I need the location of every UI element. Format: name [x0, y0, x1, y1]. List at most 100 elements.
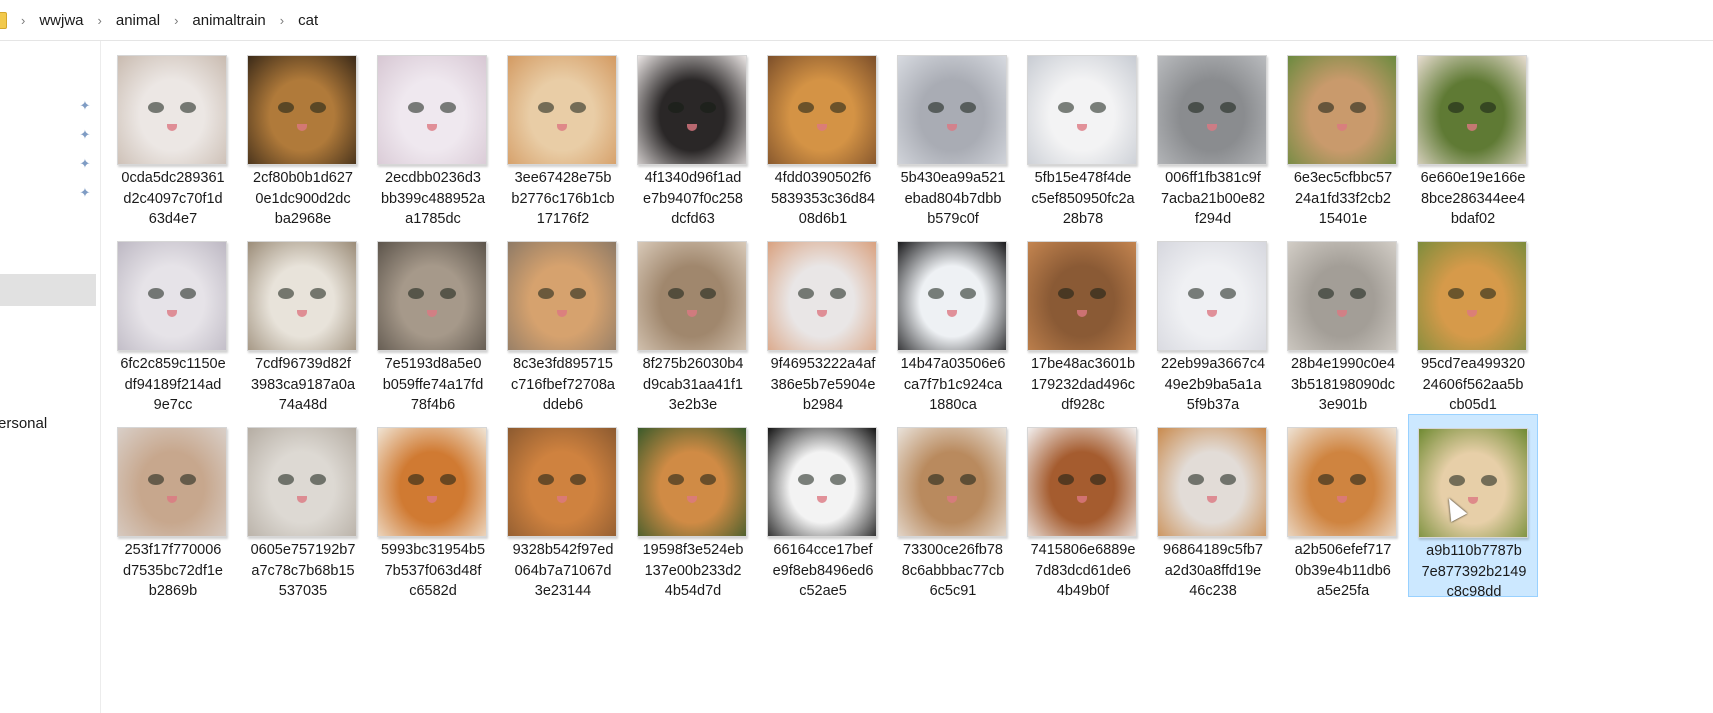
file-item[interactable]: 7e5193d8a5e0 b059ffe74a17fd 78f4b6	[368, 228, 498, 413]
pin-icon[interactable]: ✦	[79, 98, 91, 113]
breadcrumb-item-animaltrain[interactable]: animaltrain	[192, 11, 266, 29]
image-thumbnail[interactable]	[1027, 55, 1137, 165]
file-item[interactable]: 28b4e1990c0e4 3b518198090dc 3e901b	[1278, 228, 1408, 413]
breadcrumb-item-animal[interactable]: animal	[115, 11, 161, 29]
cat-face-shape	[687, 124, 697, 131]
file-item[interactable]: 14b47a03506e6 ca7f7b1c924ca 1880ca	[888, 228, 1018, 413]
file-item[interactable]: 0cda5dc289361 d2c4097c70f1d 63d4e7	[108, 42, 238, 227]
file-grid[interactable]: 0cda5dc289361 d2c4097c70f1d 63d4e7 2cf80b0b…	[117, 47, 1700, 687]
file-name-line: 4b49b0f	[1056, 583, 1110, 599]
image-thumbnail[interactable]	[117, 241, 227, 351]
image-thumbnail[interactable]	[1287, 427, 1397, 537]
image-thumbnail[interactable]	[1417, 241, 1527, 351]
file-item[interactable]: 6e660e19e166e 8bce286344ee4 bdaf02	[1408, 42, 1538, 227]
file-name: 7415806e6889e 7d83dcd61de6 4b49b0f	[1018, 540, 1148, 602]
file-item[interactable]: 6fc2c859c1150e df94189f214ad 9e7cc	[108, 228, 238, 413]
pin-icon[interactable]: ✦	[79, 156, 91, 171]
file-item[interactable]: 9328b542f97ed 064b7a71067d 3e23144	[498, 414, 628, 599]
file-item[interactable]: 8c3e3fd895715 c716fbef72708a ddeb6	[498, 228, 628, 413]
image-thumbnail[interactable]	[897, 427, 1007, 537]
file-item[interactable]: 0605e757192b7 a7c78c7b68b15 537035	[238, 414, 368, 599]
image-thumbnail[interactable]	[1157, 55, 1267, 165]
file-item[interactable]: 96864189c5fb7 a2d30a8ffd19e 46c238	[1148, 414, 1278, 599]
cat-face-shape	[278, 288, 294, 299]
file-item[interactable]: 17be48ac3601b 179232dad496c df928c	[1018, 228, 1148, 413]
image-thumbnail[interactable]	[1157, 241, 1267, 351]
file-item[interactable]: 4f1340d96f1ad e7b9407f0c258 dcfd63	[628, 42, 758, 227]
file-name-line: df94189f214ad	[124, 376, 222, 393]
address-bar[interactable]: › wwjwa › animal › animaltrain › cat	[0, 0, 1713, 41]
breadcrumb-item-cat[interactable]: cat	[298, 11, 319, 29]
image-thumbnail[interactable]	[637, 241, 747, 351]
file-name-line: 17176f2	[536, 211, 590, 227]
file-name-line: 7b537f063d48f	[384, 562, 482, 579]
image-thumbnail[interactable]	[1287, 55, 1397, 165]
image-thumbnail[interactable]	[507, 55, 617, 165]
file-item[interactable]: 5b430ea99a521 ebad804b7dbb b579c0f	[888, 42, 1018, 227]
image-thumbnail[interactable]	[247, 241, 357, 351]
image-thumbnail[interactable]	[1418, 428, 1528, 538]
image-thumbnail[interactable]	[507, 241, 617, 351]
file-name: 7cdf96739d82f 3983ca9187a0a 74a48d	[238, 354, 368, 416]
file-item[interactable]: 73300ce26fb78 8c6abbbac77cb 6c5c91	[888, 414, 1018, 599]
image-thumbnail[interactable]	[507, 427, 617, 537]
file-item[interactable]: 7415806e6889e 7d83dcd61de6 4b49b0f	[1018, 414, 1148, 599]
file-item[interactable]: 3ee67428e75b b2776c176b1cb 17176f2	[498, 42, 628, 227]
image-thumbnail[interactable]	[377, 427, 487, 537]
file-item[interactable]: 22eb99a3667c4 49e2b9ba5a1a 5f9b37a	[1148, 228, 1278, 413]
image-thumbnail[interactable]	[1287, 241, 1397, 351]
image-thumbnail[interactable]	[117, 427, 227, 537]
file-item[interactable]: 5fb15e478f4de c5ef850950fc2a 28b78	[1018, 42, 1148, 227]
file-name: 006ff1fb381c9f 7acba21b00e82 f294d	[1148, 168, 1278, 230]
nav-item-personal[interactable]: ersonal	[0, 415, 48, 432]
file-name: 4f1340d96f1ad e7b9407f0c258 dcfd63	[628, 168, 758, 230]
file-item[interactable]: 006ff1fb381c9f 7acba21b00e82 f294d	[1148, 42, 1278, 227]
file-item[interactable]: 2cf80b0b1d627 0e1dc900d2dc ba2968e	[238, 42, 368, 227]
image-thumbnail[interactable]	[897, 55, 1007, 165]
file-item[interactable]: 5993bc31954b5 7b537f063d48f c6582d	[368, 414, 498, 599]
file-name: 6fc2c859c1150e df94189f214ad 9e7cc	[108, 354, 238, 416]
file-item[interactable]: 66164cce17bef e9f8eb8496ed6 c52ae5	[758, 414, 888, 599]
image-thumbnail[interactable]	[247, 427, 357, 537]
image-thumbnail[interactable]	[897, 241, 1007, 351]
image-thumbnail[interactable]	[637, 55, 747, 165]
cat-face-shape	[668, 102, 684, 113]
image-thumbnail[interactable]	[1157, 427, 1267, 537]
cat-face-shape	[278, 102, 294, 113]
file-item[interactable]: a2b506efef717 0b39e4b11db6 a5e25fa	[1278, 414, 1408, 599]
file-name-line: c5ef850950fc2a	[1031, 190, 1135, 207]
file-item[interactable]: 19598f3e524eb 137e00b233d2 4b54d7d	[628, 414, 758, 599]
file-name-line: 17be48ac3601b	[1030, 356, 1136, 372]
image-thumbnail[interactable]	[1417, 55, 1527, 165]
pin-icon[interactable]: ✦	[79, 127, 91, 142]
file-item[interactable]: 8f275b26030b4 d9cab31aa41f1 3e2b3e	[628, 228, 758, 413]
pin-icon[interactable]: ✦	[79, 185, 91, 200]
file-name-line: 1880ca	[929, 397, 977, 413]
image-thumbnail[interactable]	[247, 55, 357, 165]
file-item[interactable]: 4fdd0390502f6 5839353c36d84 08d6b1	[758, 42, 888, 227]
file-name-line: 4f1340d96f1ad	[644, 170, 742, 186]
file-name: 7e5193d8a5e0 b059ffe74a17fd 78f4b6	[368, 354, 498, 416]
cat-face-shape	[440, 288, 456, 299]
image-thumbnail[interactable]	[637, 427, 747, 537]
file-item[interactable]: 9f46953222a4af 386e5b7e5904e b2984	[758, 228, 888, 413]
image-thumbnail[interactable]	[767, 55, 877, 165]
image-thumbnail[interactable]	[1027, 427, 1137, 537]
file-item[interactable]: 95cd7ea499320 24606f562aa5b cb05d1	[1408, 228, 1538, 413]
image-thumbnail[interactable]	[1027, 241, 1137, 351]
navigation-pane[interactable]: ✦ ✦ ✦ ✦ ersonal	[0, 41, 101, 713]
file-item[interactable]: 253f17f770006 d7535bc72df1e b2869b	[108, 414, 238, 599]
image-thumbnail[interactable]	[377, 55, 487, 165]
file-item[interactable]: a9b110b7787b 7e877392b2149 c8c98dd	[1408, 414, 1538, 600]
file-item[interactable]: 7cdf96739d82f 3983ca9187a0a 74a48d	[238, 228, 368, 413]
file-item[interactable]: 2ecdbb0236d3 bb399c488952a a1785dc	[368, 42, 498, 227]
image-thumbnail[interactable]	[767, 427, 877, 537]
image-thumbnail[interactable]	[377, 241, 487, 351]
cat-face-shape	[1207, 496, 1217, 503]
image-thumbnail[interactable]	[767, 241, 877, 351]
breadcrumb-item-wwjwa[interactable]: wwjwa	[39, 11, 84, 29]
file-item[interactable]: 6e3ec5cfbbc57 24a1fd33f2cb2 15401e	[1278, 42, 1408, 227]
nav-item-selected[interactable]	[0, 274, 96, 306]
image-thumbnail[interactable]	[117, 55, 227, 165]
file-name-line: bdaf02	[1450, 211, 1496, 227]
